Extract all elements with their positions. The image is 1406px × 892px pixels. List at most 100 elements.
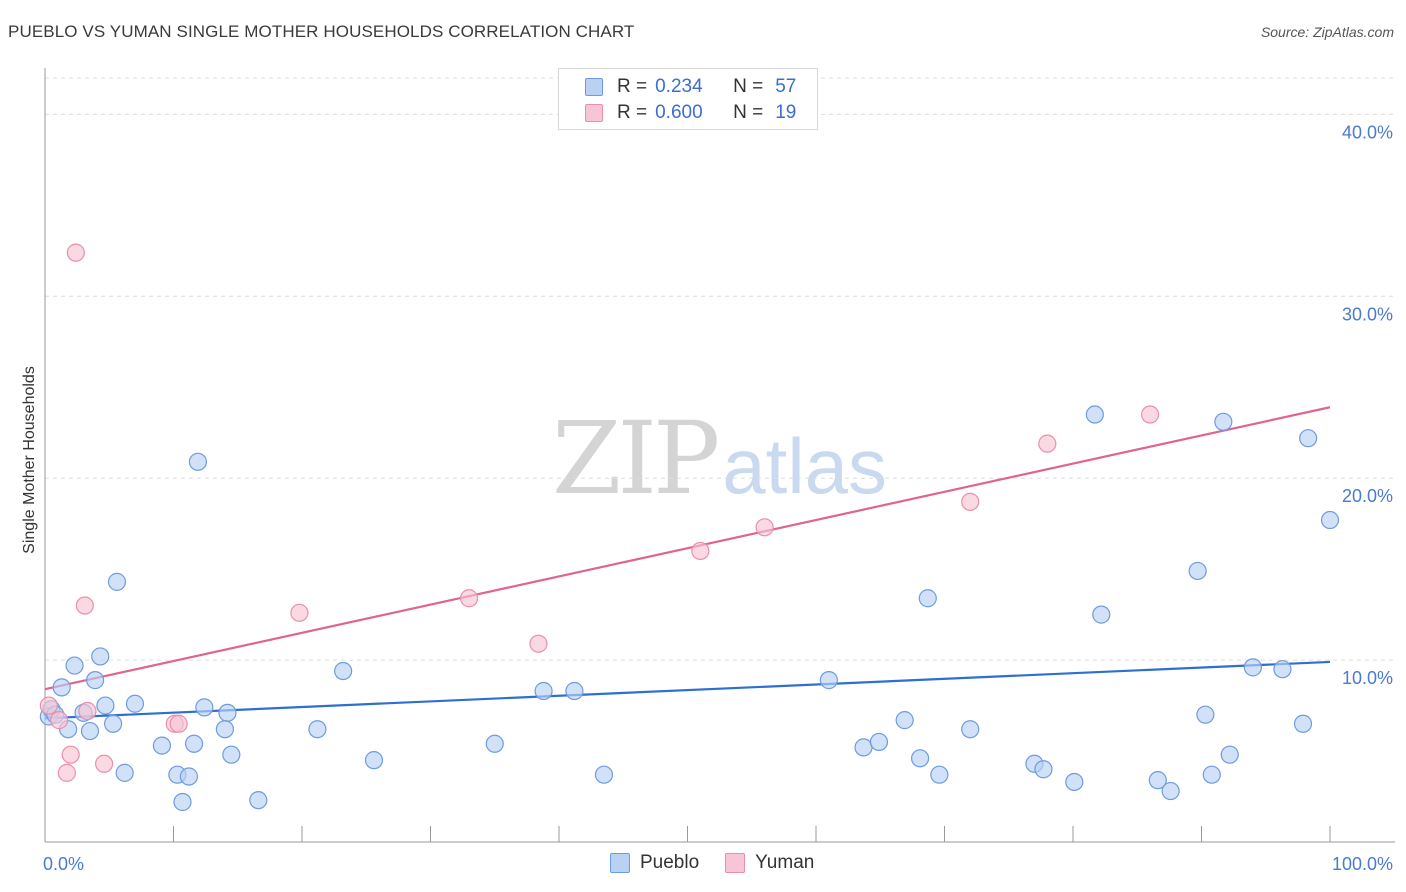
yuman-point [66,243,85,262]
yuman-point [1140,405,1160,424]
yuman-point [169,714,188,733]
legend-swatch-yuman [725,853,746,873]
legend-n-value: 57 [775,76,797,97]
pueblo-point [1092,605,1111,624]
legend-r-value: 0.234 [655,76,703,97]
pueblo-point [96,696,115,715]
legend-item-yuman[interactable]: Yuman [725,852,814,874]
pueblo-point [188,452,208,471]
pueblo-trend-line [44,660,1331,720]
pueblo-point [1202,765,1221,784]
series-legend: Pueblo Yuman [610,852,840,874]
point-layer [39,243,1340,812]
pueblo-point [364,751,384,770]
pueblo-point [65,656,84,675]
label-layer: 10.0% 20.0% 30.0% 40.0% 0.0% 100.0% Single Mot… [21,122,1393,874]
pueblo-point [184,734,204,753]
legend-row-yuman: R = 0.600 N = 19 [585,101,796,125]
stats-legend: R = 0.234 N = 57 R = 0.600 N = 19 [558,68,818,130]
pueblo-point [1085,405,1104,424]
legend-label-yuman: Yuman [755,852,815,873]
y-tick-label: 20.0% [1342,486,1393,506]
pueblo-point [1320,510,1340,530]
pueblo-point [1188,561,1207,581]
pueblo-point [218,703,237,722]
series-pueblo [39,405,1340,812]
yuman-point [75,596,94,615]
legend-r-label: R = [617,76,648,97]
yuman-point [529,634,548,653]
series-yuman [39,243,1160,782]
yuman-trend-line [44,406,1331,691]
pueblo-point [961,720,980,739]
axis-layer [44,68,1395,843]
pueblo-point [80,721,100,741]
pueblo-point [1034,760,1053,779]
legend-r-value: 0.600 [655,102,703,123]
pueblo-point [334,661,353,681]
pueblo-point [1148,771,1167,790]
yuman-point [1038,434,1057,453]
legend-r-label: R = [617,102,648,123]
pueblo-point [308,720,327,739]
pueblo-point [854,738,873,757]
pueblo-point [1273,660,1292,679]
chart-title: PUEBLO VS YUMAN SINGLE MOTHER HOUSEHOLDS… [8,22,635,41]
pueblo-point [1196,705,1215,724]
pueblo-point [869,732,889,752]
pueblo-point [179,767,199,786]
pueblo-point [910,749,930,768]
y-tick-label: 10.0% [1342,668,1393,688]
legend-row-pueblo: R = 0.234 N = 57 [585,75,796,99]
pueblo-point [534,681,553,701]
yuman-point [459,589,479,608]
pueblo-point [1243,658,1263,677]
x-tick-label: 0.0% [43,854,84,874]
pueblo-point [195,698,214,717]
yuman-point [95,754,114,773]
legend-swatch-pueblo [585,78,603,96]
pueblo-point [107,572,127,591]
legend-n-label: N = [733,102,764,123]
legend-swatch-pueblo [610,853,630,873]
trend-layer [44,406,1331,720]
yuman-point [57,763,76,782]
pueblo-point [52,678,71,697]
legend-n-value: 19 [775,102,797,123]
pueblo-point [565,681,584,701]
pueblo-point [1220,745,1239,764]
yuman-point [755,518,774,537]
y-tick-label: 30.0% [1342,304,1393,324]
pueblo-point [215,720,234,739]
pueblo-point [115,763,134,782]
yuman-point [39,696,58,715]
pueblo-point [930,765,949,784]
x-tick-label: 100.0% [1332,854,1393,874]
pueblo-point [918,589,937,608]
pueblo-point [125,694,145,713]
pueblo-point [1065,772,1084,792]
pueblo-point [91,647,110,666]
y-axis-label: Single Mother Households [21,366,38,554]
pueblo-point [1214,412,1233,431]
pueblo-point [1299,429,1318,448]
legend-swatch-yuman [585,104,603,122]
pueblo-point [1293,714,1313,733]
pueblo-point [895,711,914,730]
yuman-point [50,711,69,730]
pueblo-point [819,671,838,690]
yuman-point [78,701,97,721]
source-label: Source: ZipAtlas.com [1260,24,1394,40]
pueblo-point [104,714,123,733]
legend-label-pueblo: Pueblo [640,852,700,873]
pueblo-point [173,792,192,812]
pueblo-point [86,671,105,690]
pueblo-point [594,765,614,784]
pueblo-point [222,745,241,764]
legend-item-pueblo[interactable]: Pueblo [610,852,699,874]
yuman-point [290,603,309,622]
y-tick-label: 40.0% [1342,122,1393,142]
yuman-point [961,492,980,511]
pueblo-point [249,791,268,810]
